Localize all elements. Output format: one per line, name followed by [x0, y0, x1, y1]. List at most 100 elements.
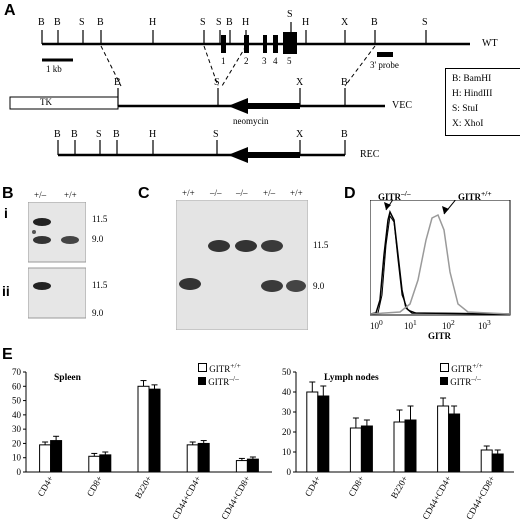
c-size-1: 11.5	[313, 240, 329, 250]
legend-ko-swatch	[198, 377, 206, 385]
spleen-ytick-label-4: 40	[12, 410, 22, 420]
wt-site-10: S	[287, 9, 293, 20]
blot-c	[176, 200, 308, 330]
lymph-ytick-label-2: 20	[282, 427, 292, 437]
vec-site-2: S	[214, 77, 220, 88]
wt-site-13: B	[371, 17, 378, 28]
wt-site-9: H	[242, 17, 250, 28]
chart-lymph: 0 10 20 30 40 50 Lymph nodes CD4+ CD8+ B220+ CD44+…	[282, 367, 514, 521]
lymph-title: Lymph nodes	[324, 373, 379, 383]
spleen-bar-3-ko	[197, 442, 210, 473]
legend-xhoi: X: XhoI	[452, 119, 484, 129]
exon-2-label: 2	[244, 56, 249, 66]
spleen-bar-4-wt	[235, 460, 248, 473]
d-wt-label: GITR+/+	[458, 189, 492, 202]
vec-label: VEC	[392, 100, 412, 111]
wt-site-2: B	[54, 17, 61, 28]
lymph-bar-1-ko	[360, 425, 373, 473]
lymph-bar-2-ko	[404, 419, 417, 473]
lymph-bar-3-wt	[437, 405, 450, 473]
rec-site-8: B	[341, 129, 348, 140]
wt-site-4: B	[97, 17, 104, 28]
spleen-cat-label-2: B220+	[133, 474, 154, 500]
legend-wt-swatch-2	[440, 363, 449, 372]
spleen-ytick-label-7: 70	[12, 367, 22, 377]
scale-label: 1 kb	[46, 64, 62, 74]
rec-site-3: S	[96, 129, 102, 140]
spleen-cat-label-3: CD44+CD4+	[170, 474, 203, 521]
spleen-bar-1-wt	[88, 455, 101, 473]
legend-stui: S: StuI	[452, 104, 479, 114]
c-lane-1: +/+	[182, 188, 195, 198]
panel-e-label: E	[2, 346, 13, 363]
wt-site-14: S	[422, 17, 428, 28]
spleen-bar-3-wt	[186, 444, 199, 473]
lymph-bar-3-ko	[448, 413, 461, 473]
spleen-bar-2-wt	[137, 385, 150, 473]
spleen-ytick-label-1: 10	[12, 453, 22, 463]
lymph-cat-label-4: CD44+CD8+	[464, 474, 497, 521]
wt-label: WT	[482, 38, 498, 49]
e-legend-spleen: GITR+/+ GITR–/–	[198, 361, 241, 387]
histogram-d	[370, 200, 511, 316]
vec-site-4: B	[341, 77, 348, 88]
panel-b-i-label: i	[4, 205, 8, 221]
exon-3-label: 3	[262, 56, 267, 66]
panel-b-label: B	[2, 185, 14, 202]
wt-site-7: S	[216, 17, 222, 28]
spleen-cat-label-0: CD4+	[36, 474, 56, 498]
b-i-size-1: 11.5	[92, 214, 108, 224]
probe-label: 3' probe	[370, 60, 399, 70]
wt-site-6: S	[200, 17, 206, 28]
lymph-ytick-label-5: 50	[282, 367, 292, 377]
wt-site-8: B	[226, 17, 233, 28]
lymph-cat-label-0: CD4+	[303, 474, 323, 498]
legend-ko-swatch-2	[440, 377, 448, 385]
spleen-bar-0-wt	[39, 444, 52, 473]
lymph-cat-label-2: B220+	[389, 474, 410, 500]
b-lane-1: +/–	[34, 190, 47, 200]
rec-site-1: B	[54, 129, 61, 140]
c-lane-5: +/+	[290, 188, 303, 198]
exon-4-label: 4	[273, 56, 278, 66]
wt-site-3: S	[79, 17, 85, 28]
d-tick-2: 101	[404, 318, 417, 331]
panel-a-label: A	[4, 2, 16, 19]
panel-d-label: D	[344, 185, 356, 202]
b-ii-size-1: 11.5	[92, 280, 108, 290]
chart-spleen: 0 10 20 30 40 50 60 70 Spleen CD4+ CD8+ B220+ CD44+C…	[12, 367, 272, 521]
spleen-cat-label-4: CD44+CD8+	[219, 474, 252, 521]
blot-b	[28, 202, 86, 319]
legend-bamhi: B: BamHI	[452, 74, 492, 84]
exon-1-label: 1	[221, 56, 226, 66]
d-xlabel: GITR	[428, 331, 452, 341]
wt-site-11: H	[302, 17, 310, 28]
c-lane-4: +/–	[263, 188, 276, 198]
d-ko-label: GITR–/–	[378, 189, 411, 202]
lymph-bar-1-wt	[349, 427, 362, 473]
lymph-bar-0-wt	[306, 391, 319, 473]
lymph-ytick-label-0: 0	[287, 467, 292, 477]
spleen-bar-0-ko	[50, 440, 63, 473]
rec-site-2: B	[71, 129, 78, 140]
panel-c-label: C	[138, 185, 150, 202]
lymph-ytick-label-1: 10	[282, 447, 292, 457]
legend-hindiii: H: HindIII	[452, 89, 493, 99]
b-ii-size-2: 9.0	[92, 308, 104, 318]
exon-5-label: 5	[287, 56, 292, 66]
d-tick-3: 102	[442, 318, 455, 331]
wt-site-1: B	[38, 17, 45, 28]
d-tick-1: 100	[370, 318, 383, 331]
spleen-bar-1-ko	[99, 454, 112, 473]
c-lane-3: –/–	[236, 188, 248, 198]
lymph-bar-0-ko	[317, 395, 330, 473]
lymph-bar-2-wt	[393, 421, 406, 473]
d-tick-4: 103	[478, 318, 491, 331]
spleen-bar-2-ko	[148, 388, 161, 473]
lymph-ytick-label-4: 40	[282, 387, 292, 397]
lymph-ytick-label-3: 30	[282, 407, 292, 417]
panel-a-map	[9, 22, 470, 163]
vec-site-3: X	[296, 77, 304, 88]
wt-site-12: X	[341, 17, 349, 28]
spleen-bar-4-ko	[246, 458, 259, 473]
